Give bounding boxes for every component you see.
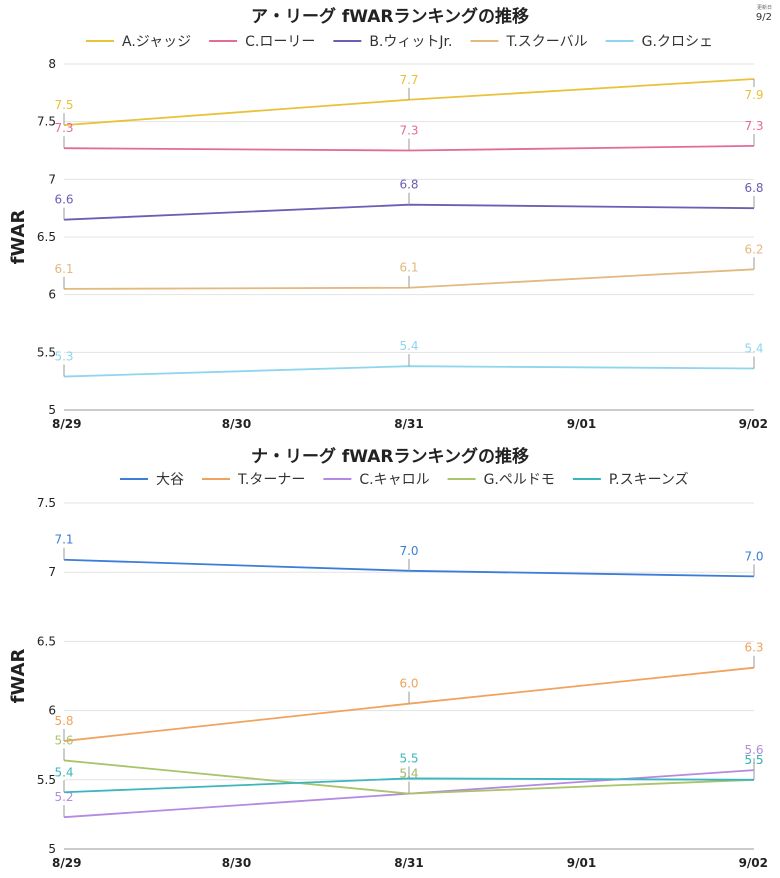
legend-item: P.スキーンズ bbox=[572, 472, 689, 488]
data-label: 7.5 bbox=[54, 98, 73, 112]
legend-label: G.ペルドモ bbox=[484, 472, 555, 488]
data-label: 5.4 bbox=[399, 339, 418, 353]
data-label: 5.5 bbox=[744, 753, 763, 767]
y-tick-label: 7.5 bbox=[37, 115, 56, 129]
y-tick-label: 7 bbox=[48, 172, 56, 186]
y-tick-label: 6 bbox=[48, 704, 56, 718]
y-axis-label: fWAR bbox=[8, 649, 29, 704]
y-tick-label: 5.5 bbox=[37, 773, 56, 787]
data-label: 5.8 bbox=[54, 714, 73, 728]
chart-title: ナ・リーグ fWARランキングの推移 bbox=[251, 446, 529, 467]
legend-item: G.クロシェ bbox=[605, 34, 713, 50]
legend-label: T.ターナー bbox=[237, 472, 305, 488]
data-label: 6.6 bbox=[54, 193, 73, 207]
legend-label: G.クロシェ bbox=[642, 34, 713, 50]
data-label: 6.3 bbox=[744, 641, 763, 655]
data-label: 6.8 bbox=[399, 178, 418, 192]
x-tick-label: 9/02 bbox=[739, 856, 768, 870]
legend-item: T.ターナー bbox=[202, 472, 305, 488]
series-line bbox=[63, 365, 755, 378]
y-tick-label: 6.5 bbox=[37, 230, 56, 244]
legend-item: B.ウィットJr. bbox=[333, 34, 452, 50]
data-label: 7.0 bbox=[399, 544, 418, 558]
x-tick-label: 8/30 bbox=[222, 856, 251, 870]
legend-item: T.スクーバル bbox=[470, 34, 588, 50]
x-tick-label: 9/02 bbox=[739, 417, 768, 431]
data-label: 6.2 bbox=[744, 242, 763, 256]
x-tick-label: 8/31 bbox=[394, 417, 423, 431]
update-label: 更新日 bbox=[756, 5, 772, 11]
data-label: 7.3 bbox=[399, 124, 418, 138]
x-tick-label: 9/01 bbox=[567, 856, 596, 870]
series-line bbox=[63, 777, 755, 794]
legend-item: 大谷 bbox=[120, 472, 184, 488]
y-tick-label: 5 bbox=[48, 403, 56, 417]
data-label: 7.7 bbox=[399, 73, 418, 87]
data-label: 6.8 bbox=[744, 181, 763, 195]
x-tick-label: 8/31 bbox=[394, 856, 423, 870]
data-label: 6.1 bbox=[399, 261, 418, 275]
data-label: 7.0 bbox=[744, 549, 763, 563]
data-label: 7.3 bbox=[54, 121, 73, 135]
data-label: 7.9 bbox=[744, 88, 763, 102]
data-label: 6.0 bbox=[399, 677, 418, 691]
data-label: 5.5 bbox=[399, 751, 418, 765]
legend-label: 大谷 bbox=[156, 472, 184, 488]
x-tick-label: 8/29 bbox=[52, 856, 81, 870]
data-label: 5.3 bbox=[54, 350, 73, 364]
data-label: 6.1 bbox=[54, 262, 73, 276]
legend-label: T.スクーバル bbox=[505, 34, 587, 50]
series-line bbox=[63, 203, 755, 221]
data-label: 5.4 bbox=[54, 765, 73, 779]
y-tick-label: 8 bbox=[48, 57, 56, 71]
y-tick-label: 6 bbox=[48, 288, 56, 302]
update-info: 更新日 9/2 bbox=[756, 6, 772, 23]
y-tick-label: 5 bbox=[48, 842, 56, 856]
data-label: 5.6 bbox=[744, 743, 763, 757]
legend-label: C.キャロル bbox=[359, 472, 429, 488]
data-label: 5.2 bbox=[54, 790, 73, 804]
y-tick-label: 6.5 bbox=[37, 634, 56, 648]
y-tick-label: 7.5 bbox=[37, 496, 56, 510]
legend-label: C.ローリー bbox=[245, 34, 315, 50]
legend-item: C.キャロル bbox=[323, 472, 430, 488]
legend-item: G.ペルドモ bbox=[447, 472, 555, 488]
data-label: 7.1 bbox=[54, 533, 73, 547]
legend-label: P.スキーンズ bbox=[609, 472, 689, 488]
chart-title: ア・リーグ fWARランキングの推移 bbox=[251, 6, 529, 27]
x-tick-label: 9/01 bbox=[567, 417, 596, 431]
legend-label: A.ジャッジ bbox=[122, 34, 191, 50]
data-label: 5.4 bbox=[744, 341, 763, 355]
al-fwar-chart: ア・リーグ fWARランキングの推移 A.ジャッジ C.ローリー B.ウィットJr. T… bbox=[8, 6, 768, 431]
legend-item: A.ジャッジ bbox=[86, 34, 191, 50]
x-tick-label: 8/29 bbox=[52, 417, 81, 431]
legend-label: B.ウィットJr. bbox=[369, 34, 452, 50]
data-label: 7.3 bbox=[744, 119, 763, 133]
y-axis-label: fWAR bbox=[8, 210, 29, 265]
data-label: 5.5 bbox=[744, 753, 763, 767]
legend-item: C.ローリー bbox=[209, 34, 315, 50]
update-date: 9/2 bbox=[755, 12, 772, 23]
y-tick-label: 5.5 bbox=[37, 345, 56, 359]
data-label: 5.6 bbox=[54, 733, 73, 747]
y-tick-label: 7 bbox=[48, 565, 56, 579]
x-tick-label: 8/30 bbox=[222, 417, 251, 431]
